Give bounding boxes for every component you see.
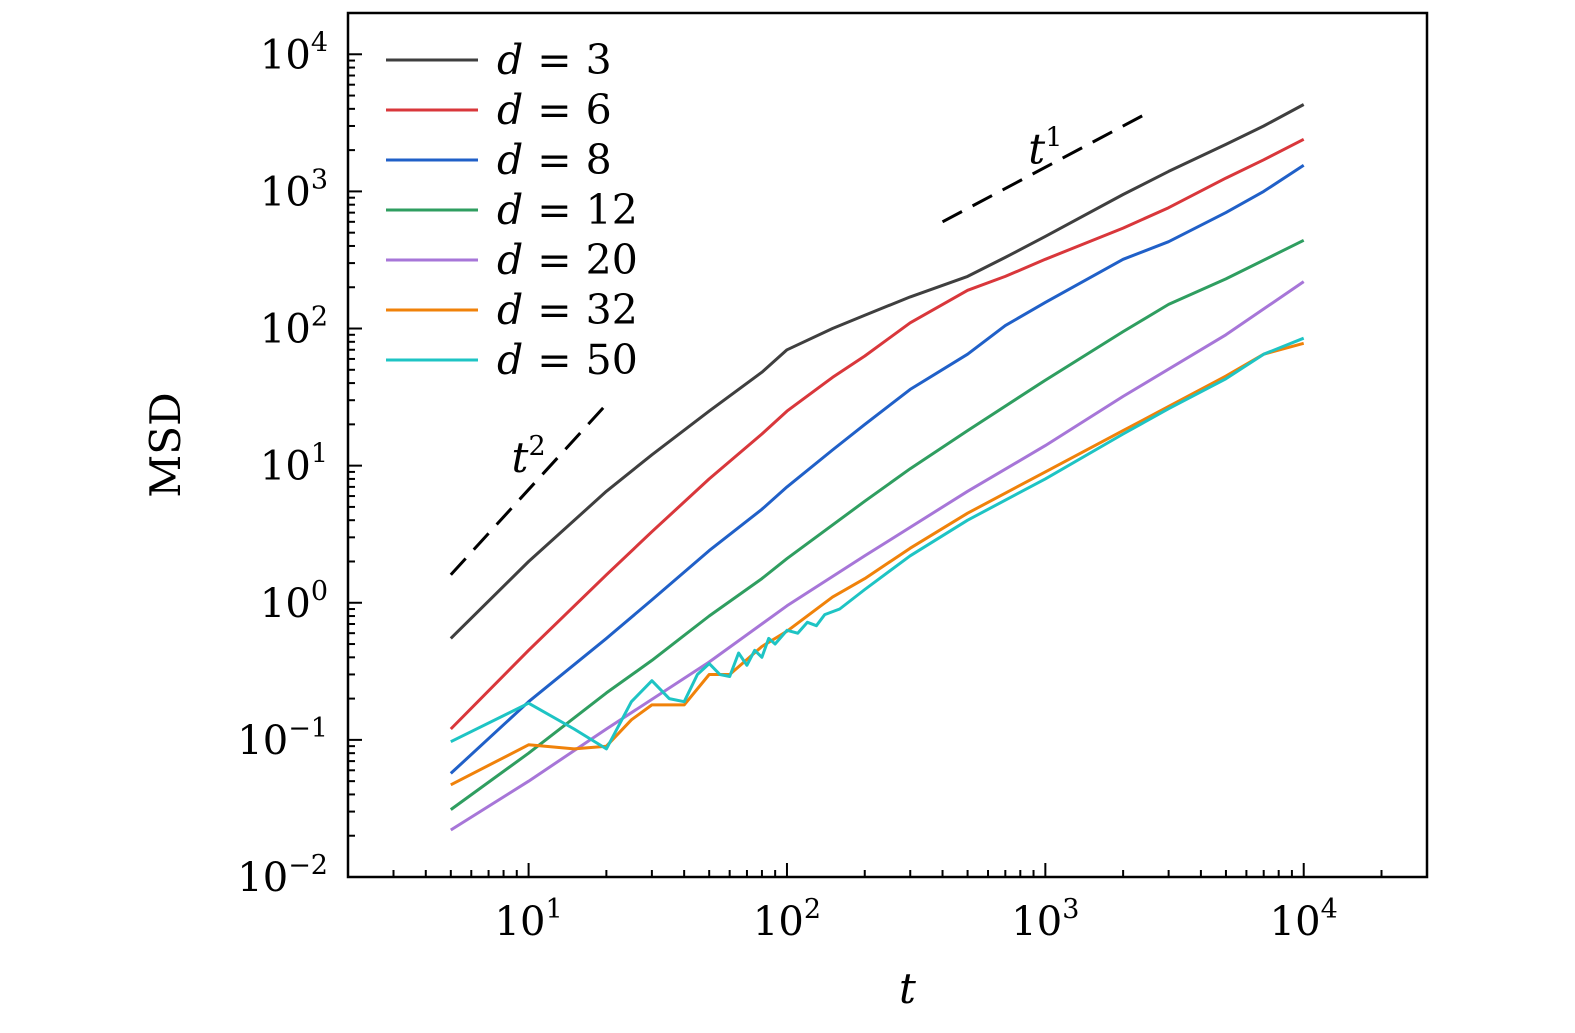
legend: d = 3 d = 6 d = 8 d = 12 d = 20 d = 32 d = 50 [386, 36, 638, 384]
y-tick-label-base: 10 [260, 307, 311, 353]
y-tick-label-base: 10 [260, 32, 311, 78]
y-tick-label: 103 [260, 164, 328, 215]
legend-var: d [497, 286, 523, 334]
y-tick-label: 102 [260, 302, 328, 353]
y-tick-label-exponent: 2 [311, 302, 328, 333]
x-axis-title: t [899, 964, 916, 1013]
x-tick-label-exponent: 1 [545, 894, 562, 925]
y-tick-label-base: 10 [237, 718, 288, 764]
legend-label-d-6: d = 6 [497, 86, 612, 134]
y-tick-label-base: 10 [260, 444, 311, 490]
y-tick-label-exponent: −1 [288, 713, 328, 744]
y-tick-label: 10−2 [237, 850, 328, 901]
series-line-d-20 [450, 280, 1305, 832]
y-tick-label-exponent: 4 [311, 27, 328, 58]
slope-label-t2-base: t [512, 433, 529, 482]
legend-equals: = [537, 186, 571, 234]
y-tick-label-exponent: 3 [311, 164, 328, 195]
series-line-d-8 [449, 164, 1305, 775]
legend-equals: = [537, 36, 571, 84]
legend-var: d [497, 186, 523, 234]
y-tick-label-base: 10 [237, 855, 288, 901]
y-tick-label: 10−1 [237, 713, 328, 764]
x-tick-label-base: 10 [1270, 899, 1321, 945]
slope-label-t2-exponent: 2 [528, 431, 545, 462]
legend-value: 50 [586, 336, 638, 384]
y-tick-label-exponent: −2 [288, 850, 328, 881]
legend-var: d [497, 236, 523, 284]
legend-value: 12 [586, 186, 638, 234]
series-line-d-32 [450, 341, 1305, 787]
legend-label-d-3: d = 3 [497, 36, 612, 84]
legend-var: d [497, 136, 523, 184]
x-tick-label: 102 [753, 894, 821, 945]
series-line-d-12 [449, 238, 1305, 811]
y-tick-label: 101 [260, 439, 328, 490]
legend-var: d [497, 86, 523, 134]
y-tick-label: 100 [260, 576, 328, 627]
slope-label-t1-base: t [1028, 124, 1045, 173]
slope-guide-line-t2 [449, 403, 608, 576]
x-tick-label-base: 10 [495, 899, 546, 945]
legend-value: 20 [586, 236, 638, 284]
legend-equals: = [537, 236, 571, 284]
legend-value: 32 [586, 286, 638, 334]
legend-value: 3 [586, 36, 612, 84]
x-tick-label: 104 [1270, 894, 1338, 945]
y-tick-label-exponent: 0 [311, 576, 328, 607]
legend-label-d-20: d = 20 [497, 236, 638, 284]
slope-guide-line-t1 [941, 113, 1145, 224]
y-tick-label-exponent: 1 [311, 439, 328, 470]
plot-frame [346, 11, 1429, 879]
series-line-d-6 [449, 137, 1305, 731]
x-tick-label: 103 [1011, 894, 1079, 945]
legend-label-d-8: d = 8 [497, 136, 612, 184]
x-tick-label-exponent: 3 [1062, 894, 1079, 925]
legend-label-d-12: d = 12 [497, 186, 638, 234]
legend-label-d-50: d = 50 [497, 336, 638, 384]
legend-equals: = [537, 136, 571, 184]
slope-label-t1: t1 [1028, 122, 1062, 173]
x-tick-label-base: 10 [753, 899, 804, 945]
legend-value: 8 [586, 136, 612, 184]
x-tick-label-exponent: 2 [804, 894, 821, 925]
slope-label-t1-exponent: 1 [1045, 122, 1062, 153]
legend-equals: = [537, 336, 571, 384]
series-line-d-3 [449, 103, 1305, 640]
legend-label-d-32: d = 32 [497, 286, 638, 334]
series-line-d-50 [450, 336, 1305, 751]
y-tick-label-base: 10 [260, 581, 311, 627]
legend-equals: = [537, 286, 571, 334]
x-tick-label: 101 [495, 894, 563, 945]
y-tick-label: 104 [260, 27, 328, 78]
y-tick-label-base: 10 [260, 169, 311, 215]
legend-value: 6 [586, 86, 612, 134]
y-axis-title: MSD [141, 392, 190, 497]
slope-label-t2: t2 [512, 431, 546, 482]
x-tick-label-exponent: 4 [1321, 894, 1338, 925]
legend-equals: = [537, 86, 571, 134]
legend-var: d [497, 36, 523, 84]
legend-var: d [497, 336, 523, 384]
series-layer [449, 103, 1305, 832]
x-tick-label-base: 10 [1011, 899, 1062, 945]
